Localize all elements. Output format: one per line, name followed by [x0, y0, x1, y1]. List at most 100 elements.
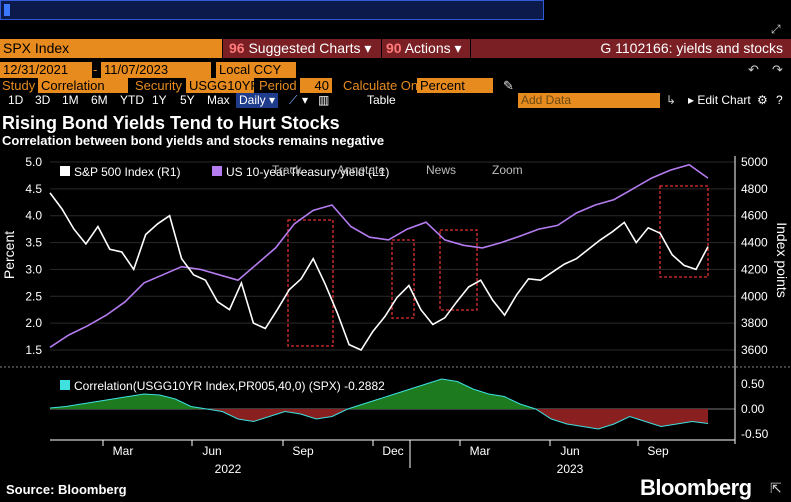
x-year-label: 2022	[215, 462, 242, 475]
source-note: Source: Bloomberg	[6, 482, 127, 497]
correlation-tick-label: -0.50	[741, 427, 769, 441]
chart-area[interactable]: 0.50 0.00 -0.50 Correlation(USGG10YR Index,…	[0, 150, 791, 475]
frequency-select[interactable]: Daily ▾	[236, 93, 279, 108]
correlation-line	[49, 378, 709, 430]
highlight-box	[439, 229, 478, 311]
calculate-on-label: Calculate On	[343, 78, 419, 93]
study-label: Study	[2, 78, 36, 93]
calculate-on-select[interactable]: Percent	[417, 78, 493, 94]
add-data-input[interactable]: Add Data	[518, 93, 660, 108]
nav-zoom[interactable]: Zoom	[492, 163, 523, 177]
security-field[interactable]: SPX Index	[0, 39, 222, 58]
x-month-label: Mar	[470, 444, 491, 458]
x-month-label: Jun	[202, 444, 221, 458]
table-button[interactable]: Table	[367, 93, 396, 107]
help-icon[interactable]: ?	[776, 93, 783, 107]
right-tick-label: 4600	[741, 209, 768, 223]
correlation-legend-swatch	[60, 380, 70, 390]
range-max[interactable]: Max	[207, 93, 230, 107]
nav-news[interactable]: News	[426, 163, 456, 177]
yield-series-line	[49, 163, 709, 348]
range-3d[interactable]: 3D	[35, 93, 51, 107]
right-tick-label: 4800	[741, 182, 768, 196]
actions-button[interactable]: 90 Actions ▾	[382, 39, 470, 58]
right-tick-label: 3800	[741, 316, 768, 330]
security-label: SPX Index	[3, 40, 70, 56]
undo-icon[interactable]: ↶	[748, 62, 759, 77]
legend: S&P 500 Index (R1) US 10-year Treasury yi…	[60, 163, 523, 179]
chart-type-dropdown-icon[interactable]: ▾	[302, 93, 309, 107]
nav-track[interactable]: Track	[272, 163, 303, 177]
series-lines	[49, 163, 709, 352]
correlation-legend-text: Correlation(USGG10YR Index,PR005,40,0) (…	[74, 379, 385, 393]
x-month-label: Sep	[647, 444, 669, 458]
y-axis-label-left: Percent	[1, 231, 17, 279]
edit-chart-button[interactable]: ▸ Edit Chart	[688, 93, 751, 107]
x-month-label: Sep	[292, 444, 314, 458]
study-select[interactable]: Correlation	[38, 78, 128, 94]
left-tick-label: 3.0	[25, 262, 42, 276]
bloomberg-logo: Bloomberg	[640, 475, 752, 500]
correlation-panel: 0.50 0.00 -0.50 Correlation(USGG10YR Index,…	[49, 377, 769, 441]
right-tick-label: 5000	[741, 155, 768, 169]
left-tick-label: 5.0	[25, 155, 42, 169]
range-1y[interactable]: 1Y	[152, 93, 167, 107]
x-month-label: Jun	[560, 444, 579, 458]
actions-label: Actions	[404, 40, 451, 56]
left-tick-label: 4.5	[25, 182, 42, 196]
command-cursor	[4, 4, 10, 16]
period-input[interactable]: 40	[300, 78, 332, 94]
right-tick-label: 4400	[741, 236, 768, 250]
security-input[interactable]: USGG10YR	[186, 78, 260, 94]
axes: 1.5 2.0 2.5 3.0 3.5 4.0 4.5 5.0 3600 3800 4000 4200…	[0, 155, 791, 475]
correlation-tick-label: 0.00	[741, 402, 765, 416]
date-separator: -	[93, 62, 98, 77]
settings-icon[interactable]: ⚙	[757, 93, 768, 107]
pencil-icon[interactable]: ✎	[503, 78, 514, 93]
left-tick-label: 3.5	[25, 236, 42, 250]
x-month-label: Mar	[113, 444, 134, 458]
yield-legend-label: US 10-year Treasury yield (L1)	[226, 165, 389, 179]
start-date-field[interactable]: 12/31/2021	[0, 62, 92, 78]
left-tick-label: 2.5	[25, 289, 42, 303]
range-1m[interactable]: 1M	[62, 93, 79, 107]
left-tick-label: 4.0	[25, 209, 42, 223]
end-date-field[interactable]: 11/07/2023	[101, 62, 211, 78]
range-5y[interactable]: 5Y	[180, 93, 195, 107]
grid	[50, 161, 735, 351]
highlight-box	[391, 239, 415, 319]
x-year-label: 2023	[557, 462, 584, 475]
spx-series-line	[49, 192, 709, 352]
highlight-boxes	[287, 185, 709, 347]
range-6m[interactable]: 6M	[91, 93, 108, 107]
export-icon[interactable]: ⇱	[770, 480, 782, 496]
range-toolbar: 1D 3D 1M 6M YTD 1Y 5Y Max Daily ▾ ⟋ ▾ ▥ …	[0, 93, 791, 108]
bar-chart-icon[interactable]: ▥	[318, 93, 330, 107]
suggested-charts-button[interactable]: 96 Suggested Charts ▾	[223, 39, 381, 58]
security-label-2: Security	[135, 78, 182, 93]
correlation-positive-area	[50, 379, 708, 409]
correlation-tick-label: 0.50	[741, 377, 765, 391]
expand-window-icon[interactable]: ⤢	[771, 22, 781, 36]
currency-select[interactable]: Local CCY	[216, 62, 296, 78]
spx-legend-swatch	[60, 166, 70, 176]
yield-legend-swatch	[212, 166, 222, 176]
highlight-box	[659, 185, 709, 278]
chart-subtitle: Correlation between bond yields and stoc…	[2, 133, 385, 148]
redo-icon[interactable]: ↷	[772, 62, 783, 77]
line-chart-icon[interactable]: ⟋	[289, 93, 298, 107]
right-tick-label: 4000	[741, 289, 768, 303]
range-ytd[interactable]: YTD	[120, 93, 144, 107]
range-1d[interactable]: 1D	[8, 93, 24, 107]
chart-id-title: G 1102166: yields and stocks	[471, 39, 791, 58]
command-line-input[interactable]	[0, 0, 544, 20]
chart-title: Rising Bond Yields Tend to Hurt Stocks	[2, 113, 340, 133]
legend-icon[interactable]: ↳	[666, 93, 677, 107]
period-label: Period	[259, 78, 297, 93]
y-axis-label-right: Index points	[774, 222, 790, 298]
suggested-charts-label: Suggested Charts	[248, 40, 361, 56]
x-month-label: Dec	[382, 444, 403, 458]
nav-annotate[interactable]: Annotate	[337, 163, 385, 177]
spx-legend-label: S&P 500 Index (R1)	[74, 165, 181, 179]
right-tick-label: 3600	[741, 343, 768, 357]
